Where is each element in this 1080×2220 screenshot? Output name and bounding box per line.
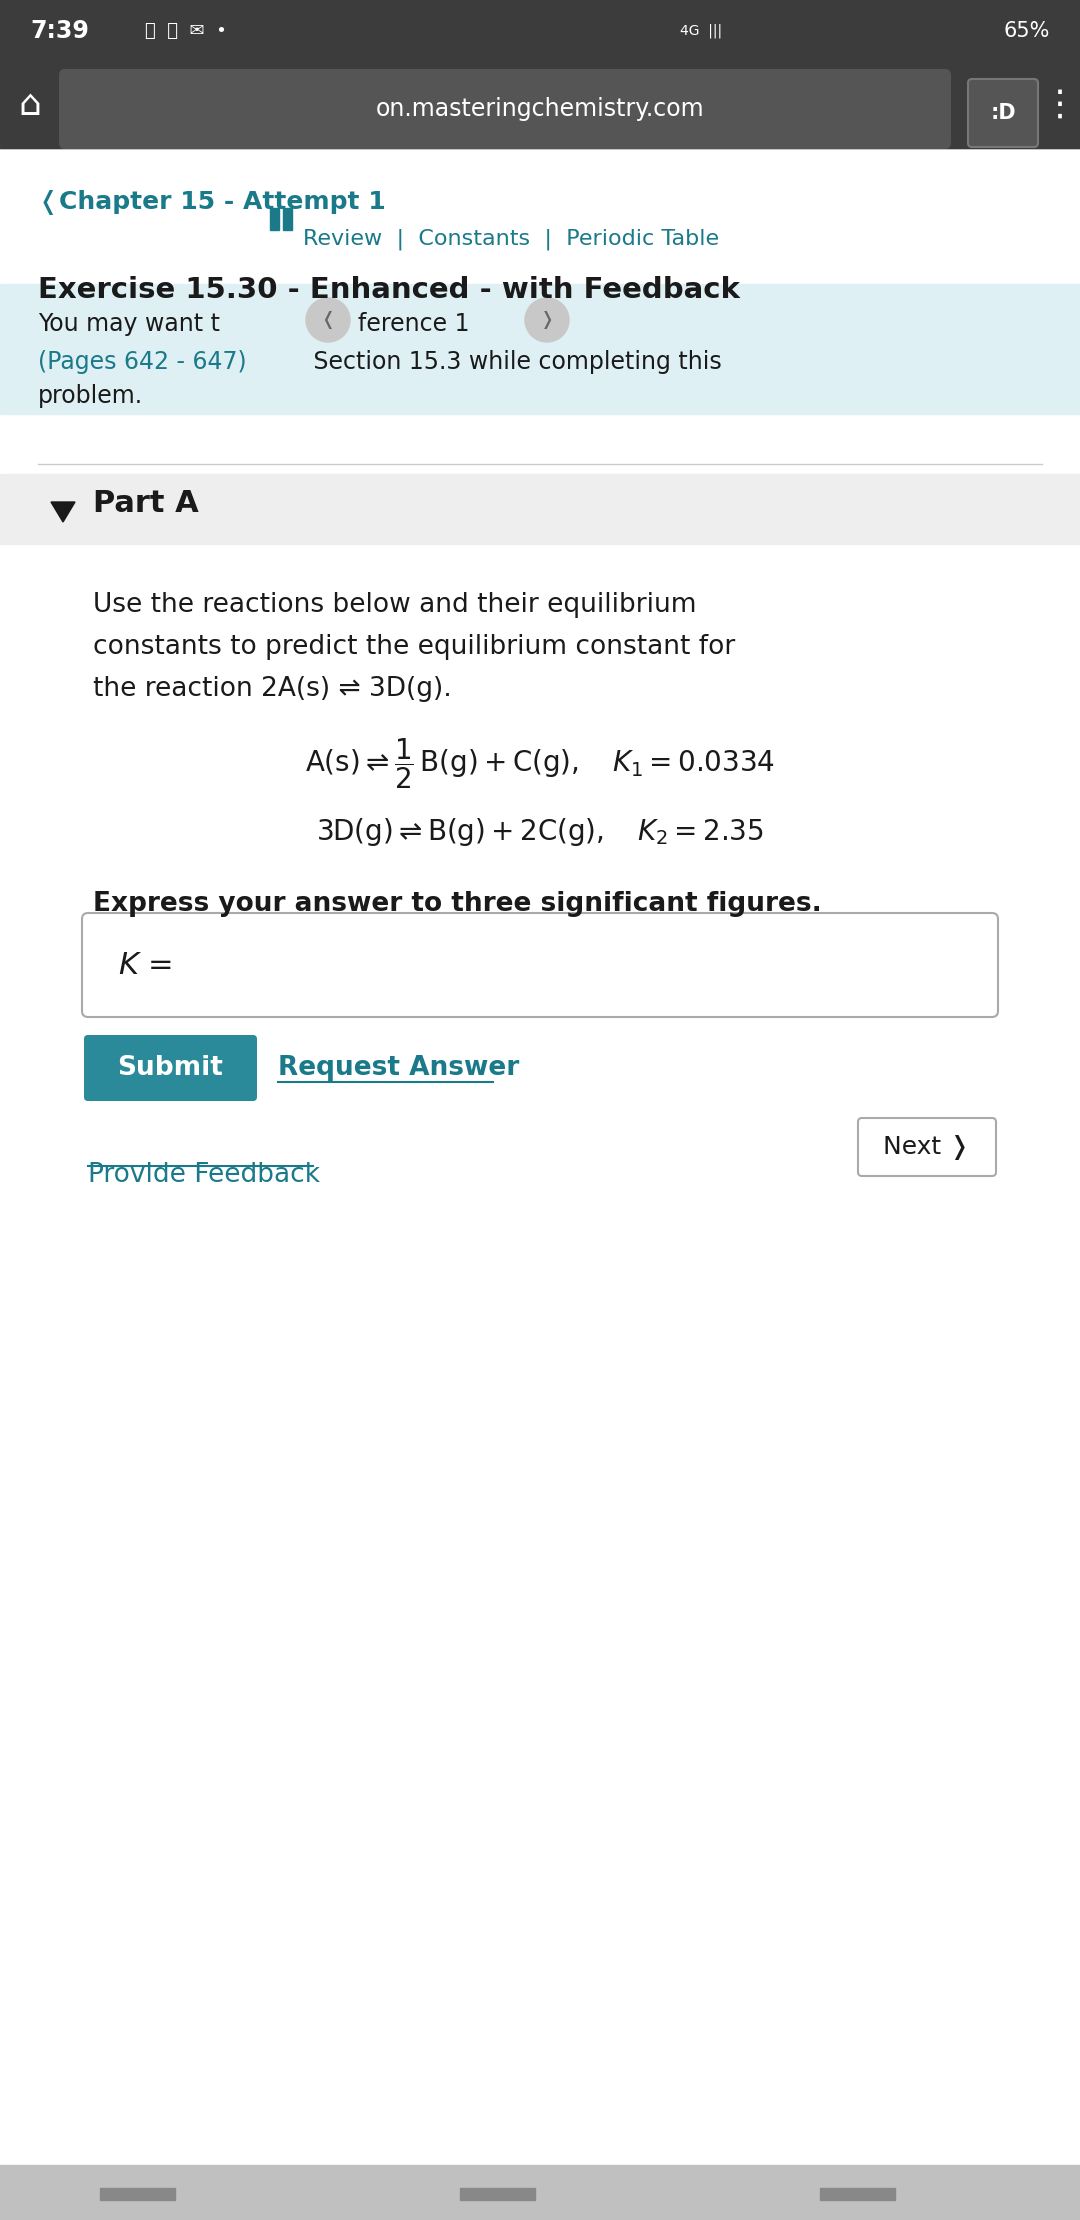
Text: Exercise 15.30 - Enhanced - with Feedback: Exercise 15.30 - Enhanced - with Feedbac… bbox=[38, 275, 740, 304]
Bar bbox=[0, 284, 1080, 413]
Text: ⌂: ⌂ bbox=[18, 89, 41, 122]
Text: Submit: Submit bbox=[118, 1054, 224, 1081]
Circle shape bbox=[525, 297, 569, 342]
FancyBboxPatch shape bbox=[858, 1119, 996, 1177]
Text: (Pages 642 - 647): (Pages 642 - 647) bbox=[38, 351, 246, 373]
Text: on.masteringchemistry.com: on.masteringchemistry.com bbox=[376, 98, 704, 122]
Text: 4G  |||: 4G ||| bbox=[680, 24, 723, 38]
Circle shape bbox=[306, 297, 350, 342]
Text: Part A: Part A bbox=[93, 488, 199, 519]
Text: the reaction 2A(s) ⇌ 3D(g).: the reaction 2A(s) ⇌ 3D(g). bbox=[93, 677, 451, 702]
Bar bbox=[0, 0, 1080, 62]
Text: Section 15.3 while completing this: Section 15.3 while completing this bbox=[306, 351, 721, 373]
Text: ⧄  ❗  ✉  •: ⧄ ❗ ✉ • bbox=[145, 22, 227, 40]
Bar bbox=[820, 2189, 895, 2200]
Text: Review  |  Constants  |  Periodic Table: Review | Constants | Periodic Table bbox=[303, 229, 719, 251]
Bar bbox=[283, 209, 292, 231]
Bar bbox=[270, 209, 279, 231]
Polygon shape bbox=[51, 502, 75, 522]
Text: $\mathrm{A(s) \rightleftharpoons \dfrac{1}{2}\,B(g) + C(g),\quad \mathit{K}_1 = : $\mathrm{A(s) \rightleftharpoons \dfrac{… bbox=[305, 737, 775, 790]
Text: constants to predict the equilibrium constant for: constants to predict the equilibrium con… bbox=[93, 635, 735, 659]
Bar bbox=[0, 475, 1080, 544]
Text: Use the reactions below and their equilibrium: Use the reactions below and their equili… bbox=[93, 593, 697, 617]
Text: problem.: problem. bbox=[38, 384, 144, 408]
Text: Provide Feedback: Provide Feedback bbox=[87, 1161, 320, 1188]
Bar bbox=[460, 2189, 535, 2200]
Text: ference 1: ference 1 bbox=[357, 313, 470, 335]
Text: $\mathrm{3D(g) \rightleftharpoons B(g) + 2C(g),\quad \mathit{K}_2 = 2.35}$: $\mathrm{3D(g) \rightleftharpoons B(g) +… bbox=[316, 817, 764, 848]
Text: ❬: ❬ bbox=[321, 311, 336, 329]
Text: ❭: ❭ bbox=[539, 311, 554, 329]
Text: :D: :D bbox=[990, 102, 1016, 122]
FancyBboxPatch shape bbox=[82, 912, 998, 1017]
Text: Next ❭: Next ❭ bbox=[883, 1134, 971, 1159]
Text: 7:39: 7:39 bbox=[30, 20, 89, 42]
Text: ⋮: ⋮ bbox=[1042, 89, 1078, 122]
Text: Express your answer to three significant figures.: Express your answer to three significant… bbox=[93, 890, 822, 917]
Text: ❬Chapter 15 - Attempt 1: ❬Chapter 15 - Attempt 1 bbox=[38, 191, 386, 215]
FancyBboxPatch shape bbox=[968, 80, 1038, 147]
Text: 65%: 65% bbox=[1003, 20, 1050, 40]
Text: You may want t: You may want t bbox=[38, 313, 220, 335]
Text: Request Answer: Request Answer bbox=[278, 1054, 519, 1081]
Text: $\mathit{K}$ =: $\mathit{K}$ = bbox=[118, 950, 172, 979]
FancyBboxPatch shape bbox=[84, 1035, 257, 1101]
FancyBboxPatch shape bbox=[59, 69, 951, 149]
Bar bbox=[100, 2189, 175, 2200]
Bar bbox=[0, 62, 1080, 149]
Bar bbox=[0, 2164, 1080, 2220]
